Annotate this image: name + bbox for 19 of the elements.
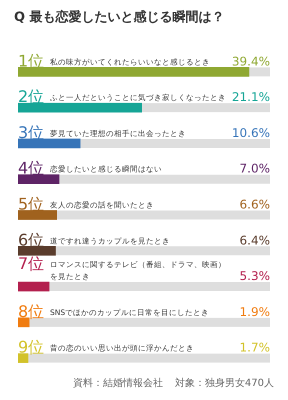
data-label: 1.7% [240, 340, 270, 355]
data-label: 10.6% [232, 126, 270, 140]
bar [18, 138, 80, 148]
bar [18, 210, 58, 220]
bar [18, 282, 50, 292]
data-label: 6.4% [240, 233, 270, 248]
bar [18, 318, 30, 328]
data-label: 1.9% [240, 304, 270, 319]
data-label: 7.0% [240, 162, 270, 176]
data-label: 21.1% [232, 90, 270, 104]
data-label: 5.3% [240, 269, 270, 284]
data-label: 39.4% [232, 54, 270, 68]
text: 資料：結婚情報会社 [72, 376, 163, 390]
bar [18, 174, 60, 184]
data-label: 6.6% [240, 198, 270, 212]
text: 対象：独身男女470人 [174, 376, 274, 390]
chart-title: Q 最も恋愛したいと感じる瞬間は？ [14, 8, 226, 27]
bar [18, 246, 56, 256]
bar [18, 353, 28, 363]
